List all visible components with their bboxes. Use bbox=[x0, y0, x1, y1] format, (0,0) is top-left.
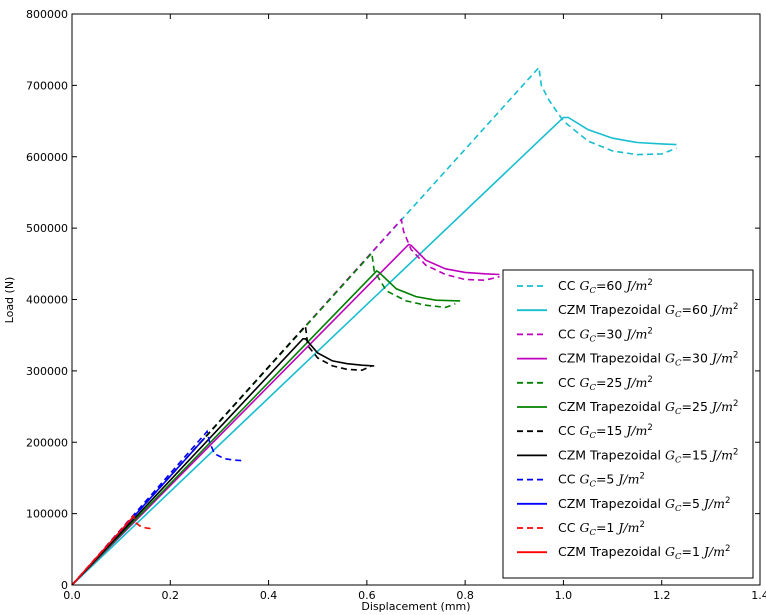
x-tick-label: 0.6 bbox=[358, 589, 376, 602]
y-tick-label: 800000 bbox=[26, 8, 68, 21]
legend-label-cc-gc-1: CC GC=1 J/m2 bbox=[558, 520, 645, 538]
series-line-czm-gc-25 bbox=[71, 269, 461, 586]
y-tick-label: 200000 bbox=[26, 436, 68, 449]
y-tick-label: 100000 bbox=[26, 508, 68, 521]
series-line-cc-gc-60 bbox=[71, 65, 677, 586]
series-line-czm-gc-30 bbox=[71, 243, 500, 586]
legend-label-cc-gc-25: CC GC=25 J/m2 bbox=[558, 375, 653, 393]
legend: CC GC=60 J/m2 CZM Trapezoidal GC=60 J/m2 C… bbox=[502, 269, 754, 579]
y-axis-label: Load (N) bbox=[3, 277, 16, 324]
x-axis-label: Displacement (mm) bbox=[361, 600, 470, 613]
legend-label-cc-gc-30: CC GC=30 J/m2 bbox=[558, 326, 653, 344]
legend-label-cc-gc-15: CC GC=15 J/m2 bbox=[558, 423, 653, 441]
legend-label-czm-gc-15: CZM Trapezoidal GC=15 J/m2 bbox=[558, 447, 738, 465]
series-line-cc-gc-30 bbox=[71, 217, 500, 586]
series-line-czm-gc-15 bbox=[71, 337, 375, 586]
series-line-cc-gc-5 bbox=[71, 429, 245, 586]
legend-label-czm-gc-60: CZM Trapezoidal GC=60 J/m2 bbox=[558, 302, 738, 320]
y-tick-label: 400000 bbox=[26, 294, 68, 307]
legend-label-czm-gc-1: CZM Trapezoidal GC=1 J/m2 bbox=[558, 544, 730, 562]
series-line-czm-gc-1 bbox=[71, 515, 134, 586]
axes-layer: 0.0 0.2 0.4 0.6 0.8 1.0 1.2 1.4 0 100000 200000 300… bbox=[26, 8, 766, 602]
legend-label-czm-gc-25: CZM Trapezoidal GC=25 J/m2 bbox=[558, 399, 738, 417]
legend-label-cc-gc-5: CC GC=5 J/m2 bbox=[558, 472, 645, 490]
y-tick-label: 300000 bbox=[26, 365, 68, 378]
y-tick-label: 700000 bbox=[26, 79, 68, 92]
series-line-cc-gc-15 bbox=[71, 324, 373, 586]
series-layer bbox=[71, 65, 677, 586]
y-tick-label: 0 bbox=[61, 579, 68, 592]
legend-label-czm-gc-5: CZM Trapezoidal GC=5 J/m2 bbox=[558, 496, 730, 514]
y-tick-label: 500000 bbox=[26, 222, 68, 235]
x-tick-label: 0.0 bbox=[63, 589, 81, 602]
x-tick-label: 0.2 bbox=[162, 589, 180, 602]
y-tick-label: 600000 bbox=[26, 151, 68, 164]
series-line-czm-gc-60 bbox=[71, 116, 677, 586]
x-tick-label: 1.0 bbox=[555, 589, 573, 602]
series-line-cc-gc-25 bbox=[71, 251, 456, 586]
x-tick-label: 0.8 bbox=[456, 589, 474, 602]
x-tick-label: 1.4 bbox=[751, 589, 766, 602]
legend-label-cc-gc-60: CC GC=60 J/m2 bbox=[558, 278, 653, 296]
x-tick-label: 1.2 bbox=[653, 589, 671, 602]
legend-box bbox=[502, 269, 754, 579]
series-line-cc-gc-1 bbox=[71, 514, 151, 586]
legend-label-czm-gc-30: CZM Trapezoidal GC=30 J/m2 bbox=[558, 351, 738, 369]
x-tick-label: 0.4 bbox=[260, 589, 278, 602]
